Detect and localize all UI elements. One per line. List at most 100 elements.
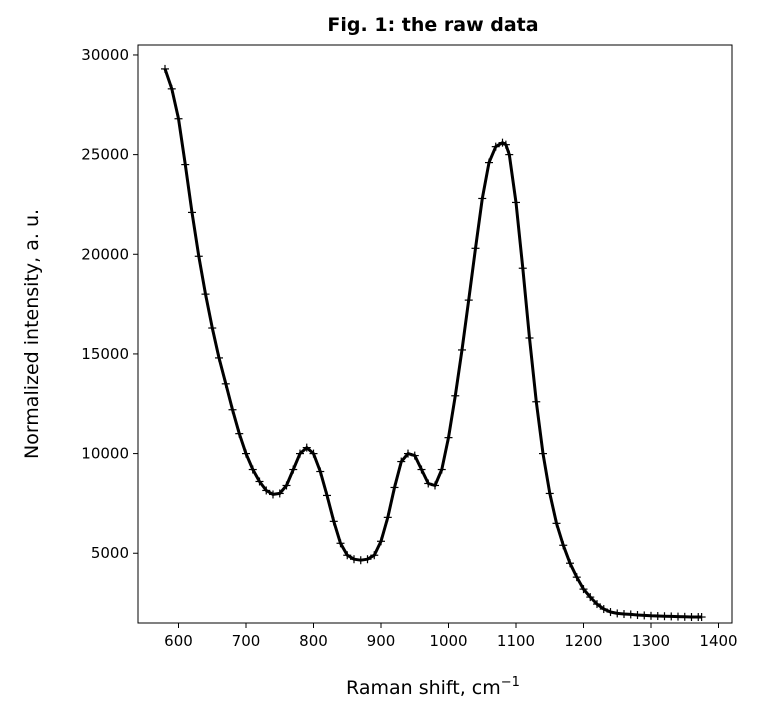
data-point (539, 449, 547, 458)
x-tick-label: 900 (367, 632, 396, 650)
data-point (377, 537, 385, 546)
data-point (505, 150, 514, 159)
data-point (275, 489, 284, 498)
data-point (215, 353, 223, 362)
data-point (397, 457, 406, 466)
data-point (444, 433, 453, 442)
data-point (485, 158, 493, 167)
data-point (674, 612, 682, 621)
data-point (613, 609, 622, 618)
data-point (289, 465, 298, 474)
y-tick-label: 20000 (81, 245, 129, 263)
data-point (660, 612, 669, 621)
y-tick-label: 10000 (81, 445, 129, 463)
data-point (478, 194, 487, 203)
data-point (464, 296, 473, 305)
data-point (572, 573, 581, 582)
x-axis-label-superscript: −1 (501, 675, 520, 690)
data-point (437, 465, 446, 474)
data-point (309, 449, 318, 458)
x-axis: 600 700 800 900 1000 1100 1200 1300 1400 (164, 623, 738, 650)
x-tick-label: 1300 (632, 632, 670, 650)
data-point (194, 252, 203, 261)
x-tick-label: 600 (164, 632, 193, 650)
x-tick-label: 1000 (429, 632, 467, 650)
data-point (424, 479, 433, 488)
data-point (458, 345, 466, 354)
data-point (350, 555, 358, 564)
data-point (167, 84, 176, 93)
data-point (566, 559, 574, 568)
data-point (633, 611, 642, 620)
chart-title: Fig. 1: the raw data (327, 14, 538, 36)
data-point (221, 379, 230, 388)
data-point (316, 467, 325, 476)
data-point (626, 610, 635, 619)
data-point (512, 198, 520, 207)
data-point (302, 443, 311, 452)
data-point (174, 114, 183, 123)
data-point (501, 140, 510, 149)
data-point (336, 539, 345, 548)
data-point (599, 605, 608, 614)
data-point (255, 477, 264, 486)
data-point (363, 555, 372, 564)
data-point (161, 64, 169, 73)
data-point (282, 481, 291, 490)
x-tick-label: 1200 (564, 632, 602, 650)
data-point (579, 585, 588, 594)
data-point (552, 519, 561, 528)
data-point (323, 491, 331, 500)
series-layer (161, 64, 706, 622)
data-point (228, 405, 237, 414)
data-point (410, 451, 419, 460)
y-tick-label: 30000 (81, 46, 129, 64)
data-point (417, 465, 426, 474)
data-point (653, 612, 662, 621)
data-point (188, 208, 196, 217)
data-point (586, 593, 595, 602)
data-point (451, 391, 460, 400)
y-axis: 5000 10000 15000 20000 25000 30000 (81, 46, 138, 562)
plot-area-frame (137, 44, 733, 624)
data-point (356, 556, 365, 565)
data-point (491, 142, 500, 151)
y-tick-label: 15000 (81, 345, 129, 363)
data-point (559, 541, 568, 550)
data-point (343, 551, 352, 560)
data-point (296, 449, 304, 458)
data-point (329, 517, 338, 526)
data-point (181, 160, 190, 169)
y-tick-label: 5000 (91, 544, 129, 562)
data-point (593, 600, 601, 609)
data-point (687, 613, 696, 622)
data-point (262, 486, 271, 495)
x-axis-label-text: Raman shift, cm (346, 677, 501, 699)
x-axis-label: Raman shift, cm−1 (346, 675, 520, 699)
data-point (545, 489, 554, 498)
data-point (235, 429, 244, 438)
data-point (431, 481, 439, 490)
data-point (667, 612, 676, 621)
data-point (383, 513, 392, 522)
data-point (208, 324, 217, 333)
data-point (201, 290, 210, 299)
data-point (390, 483, 399, 492)
x-tick-label: 1100 (497, 632, 535, 650)
data-point (242, 449, 250, 458)
data-point (404, 449, 412, 458)
data-point (532, 397, 541, 406)
data-point (248, 465, 257, 474)
data-point (269, 490, 277, 499)
data-point (620, 610, 628, 619)
y-tick-label: 25000 (81, 146, 129, 164)
data-point (518, 264, 527, 273)
data-point (680, 612, 689, 621)
data-point (525, 333, 534, 342)
x-tick-label: 1400 (699, 632, 737, 650)
data-point (697, 613, 706, 622)
data-point (640, 611, 649, 620)
data-point (498, 138, 507, 147)
data-point (370, 551, 379, 560)
